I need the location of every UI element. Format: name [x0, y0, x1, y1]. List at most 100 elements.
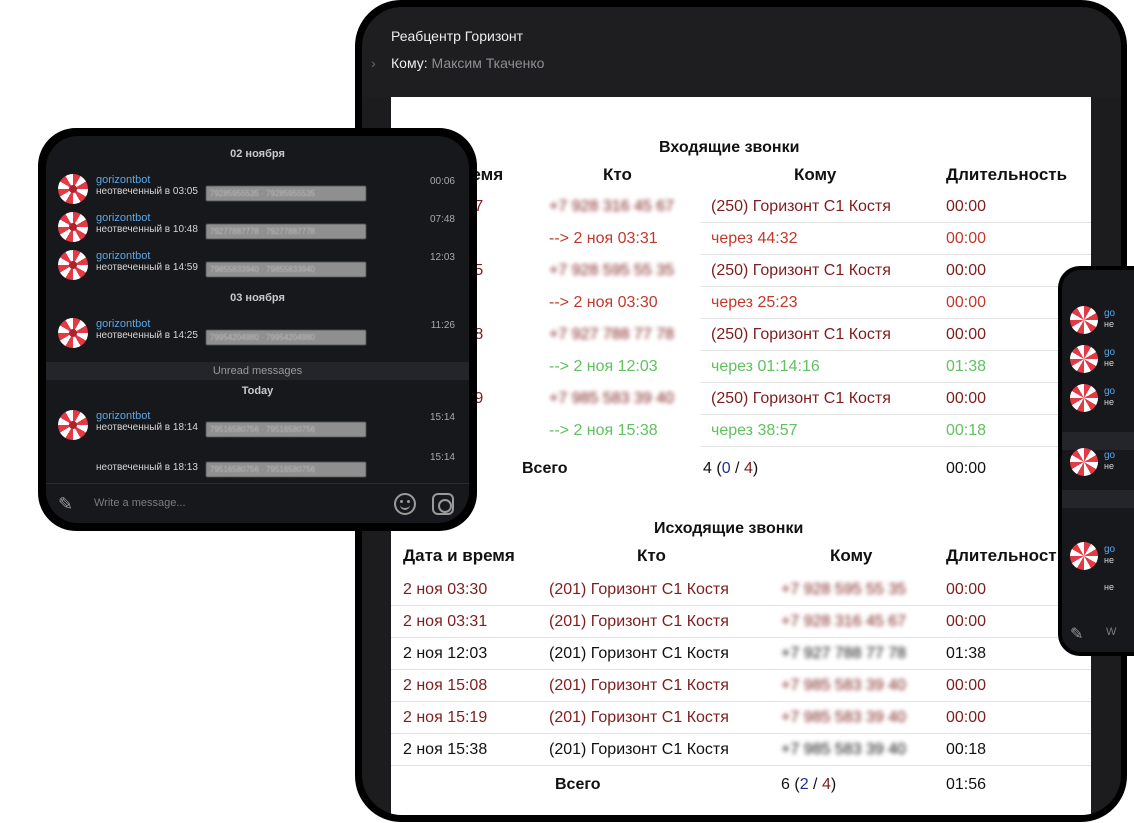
- call-duration: 01:38: [946, 645, 987, 662]
- table-row: 2 ноя 03:30 (201) Горизонт С1 Костя +7 928…: [391, 574, 1091, 606]
- bot-avatar[interactable]: [58, 174, 88, 204]
- message-text: не: [1104, 397, 1114, 407]
- caller: (201) Горизонт С1 Костя: [549, 677, 729, 694]
- message-sender[interactable]: gorizontbot: [96, 250, 151, 262]
- outgoing-total-duration: 01:56: [946, 776, 987, 793]
- table-row: --> 2 ноя 15:38 через 38:57 00:18: [391, 415, 1091, 447]
- callee[interactable]: +7 985 583 39 40: [781, 741, 907, 758]
- message-sender[interactable]: gorizontbot: [96, 318, 151, 330]
- call-duration: 00:00: [946, 230, 987, 247]
- bot-avatar[interactable]: [1070, 306, 1098, 334]
- message-text: не: [1104, 319, 1114, 329]
- table-row: :48+7 927 788 77 78(250) Горизонт С1 Кос…: [391, 319, 1091, 351]
- email-header: Реабцентр Горизонт › Кому: Максим Ткачен…: [362, 7, 1121, 97]
- incoming-total-count: 4 (0 / 4): [703, 460, 759, 477]
- row-divider: [701, 318, 1091, 319]
- message-sender: go: [1104, 544, 1116, 555]
- telegram-chat-2: go не go не go не go не go не не ✎ W: [1062, 270, 1134, 652]
- email-body: Входящие звонки ремя Кто Кому Длительнос…: [391, 97, 1091, 815]
- row-divider: [701, 414, 1091, 415]
- email-recipient-line[interactable]: › Кому: Максим Ткаченко: [371, 55, 545, 71]
- bot-avatar[interactable]: [1070, 345, 1098, 373]
- callee[interactable]: +7 985 583 39 40: [781, 709, 907, 726]
- message-composer: ✎ Write a message...: [46, 483, 469, 523]
- caller: --> 2 ноя 03:30: [549, 294, 658, 311]
- callee[interactable]: +7 928 316 45 67: [781, 613, 907, 630]
- message-sender: go: [1104, 386, 1116, 397]
- redacted-phone-numbers: 79516580756 · 79516580756: [206, 422, 366, 437]
- paperclip-icon[interactable]: ✎: [58, 494, 74, 514]
- row-divider: [701, 446, 1091, 447]
- bot-avatar[interactable]: [58, 250, 88, 280]
- table-row: --> 2 ноя 03:31 через 44:32 00:00: [391, 223, 1091, 255]
- table-row: 2 ноя 15:38 (201) Горизонт С1 Костя +7 985…: [391, 734, 1091, 766]
- message-sender[interactable]: gorizontbot: [96, 410, 151, 422]
- call-datetime: 2 ноя 03:30: [403, 581, 488, 598]
- redacted-phone-numbers: 79285955535 · 79285955535: [206, 186, 366, 201]
- date-separator-nov-3: 03 ноября: [230, 292, 285, 304]
- call-duration: 00:00: [946, 581, 987, 598]
- caller[interactable]: +7 928 595 55 35: [549, 262, 675, 279]
- chevron-right-icon[interactable]: ›: [371, 55, 376, 71]
- bot-avatar[interactable]: [1070, 384, 1098, 412]
- emoji-icon[interactable]: [394, 493, 416, 515]
- message[interactable]: gorizontbot неотвеченный в 14:25 799542049…: [46, 316, 469, 350]
- caller[interactable]: +7 928 316 45 67: [549, 198, 675, 215]
- outgoing-header-datetime: Дата и время: [403, 546, 515, 565]
- message[interactable]: неотвеченный в 18:13 79516580756 · 795165…: [46, 448, 469, 482]
- row-divider: [391, 669, 1091, 670]
- table-row: --> 2 ноя 12:03 через 01:14:16 01:38: [391, 351, 1091, 383]
- redacted-phone-numbers: 79277887778 · 79277887778: [206, 224, 366, 239]
- caller: (201) Горизонт С1 Костя: [549, 741, 729, 758]
- paperclip-icon[interactable]: ✎: [1070, 626, 1084, 643]
- incoming-header-who: Кто: [603, 165, 632, 184]
- message-sender[interactable]: gorizontbot: [96, 212, 151, 224]
- outgoing-calls-title: Исходящие звонки: [654, 520, 804, 537]
- message[interactable]: gorizontbot неотвеченный в 03:05 792859555…: [46, 172, 469, 206]
- bot-avatar[interactable]: [58, 410, 88, 440]
- call-duration: 00:00: [946, 677, 987, 694]
- incoming-calls-title: Входящие звонки: [659, 139, 800, 156]
- message-input[interactable]: W: [1106, 626, 1117, 638]
- email-device-frame: Реабцентр Горизонт › Кому: Максим Ткачен…: [355, 0, 1127, 822]
- call-datetime: 2 ноя 15:38: [403, 741, 488, 758]
- call-duration: 00:00: [946, 198, 987, 215]
- callee[interactable]: +7 985 583 39 40: [781, 677, 907, 694]
- message[interactable]: gorizontbot неотвеченный в 10:48 792778877…: [46, 210, 469, 244]
- call-datetime: 2 ноя 15:08: [403, 677, 488, 694]
- callee: через 44:32: [711, 230, 798, 247]
- call-duration: 00:00: [946, 390, 987, 407]
- message[interactable]: gorizontbot неотвеченный в 14:59 798558339…: [46, 248, 469, 282]
- message-text: не: [1104, 582, 1114, 592]
- bot-avatar[interactable]: [58, 318, 88, 348]
- table-row: --> 2 ноя 03:30 через 25:23 00:00: [391, 287, 1091, 319]
- outgoing-header-duration: Длительност: [946, 546, 1057, 565]
- caller: --> 2 ноя 03:31: [549, 230, 658, 247]
- caller: --> 2 ноя 12:03: [549, 358, 658, 375]
- call-duration: 00:00: [946, 613, 987, 630]
- outgoing-total-row: Всего 6 (2 / 4) 01:56: [391, 769, 1091, 801]
- bot-avatar[interactable]: [58, 212, 88, 242]
- call-duration: 00:00: [946, 294, 987, 311]
- bot-avatar[interactable]: [1070, 542, 1098, 570]
- unread-messages-divider: [1062, 490, 1134, 508]
- callee[interactable]: +7 928 595 55 35: [781, 581, 907, 598]
- caller[interactable]: +7 927 788 77 78: [549, 326, 675, 343]
- row-divider: [701, 350, 1091, 351]
- recipient-name[interactable]: Максим Ткаченко: [431, 55, 545, 71]
- row-divider: [701, 254, 1091, 255]
- call-duration: 00:00: [946, 709, 987, 726]
- incoming-header-duration: Длительность: [946, 165, 1068, 184]
- message-sender[interactable]: gorizontbot: [96, 174, 151, 186]
- row-divider: [391, 765, 1091, 766]
- message[interactable]: gorizontbot неотвеченный в 18:14 795165807…: [46, 408, 469, 442]
- message-input[interactable]: Write a message...: [94, 497, 186, 509]
- caller[interactable]: +7 985 583 39 40: [549, 390, 675, 407]
- callee: (250) Горизонт С1 Костя: [711, 326, 891, 343]
- bot-avatar[interactable]: [1070, 448, 1098, 476]
- incoming-total-label: Всего: [522, 460, 568, 477]
- callee[interactable]: +7 927 788 77 78: [781, 645, 907, 662]
- email-screen: Реабцентр Горизонт › Кому: Максим Ткачен…: [362, 7, 1121, 815]
- sticker-icon[interactable]: [432, 493, 454, 515]
